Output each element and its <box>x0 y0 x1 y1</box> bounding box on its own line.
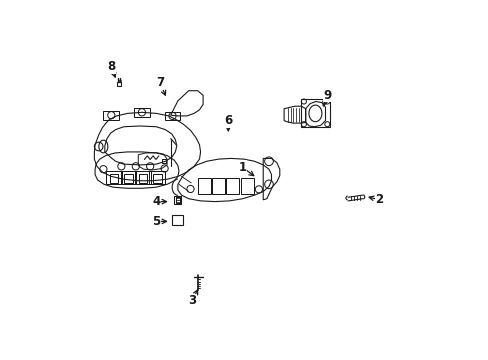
Text: 3: 3 <box>188 294 196 307</box>
Text: 6: 6 <box>224 114 232 127</box>
Text: 1: 1 <box>238 161 246 174</box>
Text: 5: 5 <box>152 215 160 228</box>
Text: 7: 7 <box>156 76 163 89</box>
Text: 4: 4 <box>152 195 160 208</box>
Text: 8: 8 <box>107 60 115 73</box>
Text: 9: 9 <box>323 89 331 102</box>
Text: 2: 2 <box>375 193 383 206</box>
